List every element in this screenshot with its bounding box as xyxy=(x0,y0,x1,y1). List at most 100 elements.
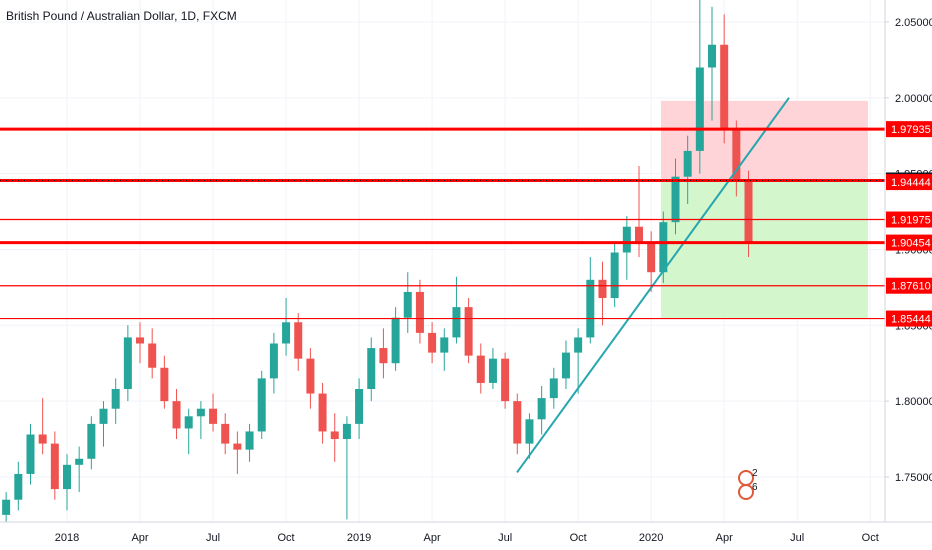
candle-body xyxy=(598,279,607,299)
event-marker xyxy=(738,484,754,500)
candle-body xyxy=(160,367,169,402)
candle-body xyxy=(744,181,753,242)
candle-body xyxy=(306,358,315,394)
candle-body xyxy=(647,241,656,273)
candle-body xyxy=(50,443,59,490)
candle-body xyxy=(622,226,631,253)
level-label-bg xyxy=(886,277,932,294)
candle-body xyxy=(111,388,120,409)
candle-body xyxy=(318,393,327,432)
candle-body xyxy=(379,348,388,364)
candle-body xyxy=(683,150,692,177)
candle-body xyxy=(330,431,339,440)
candle-body xyxy=(233,443,242,450)
level-label-bg xyxy=(886,174,932,191)
candle-body xyxy=(513,401,522,444)
candle-body xyxy=(342,423,351,440)
x-tick-label: Apr xyxy=(716,532,733,544)
candle-body xyxy=(732,128,741,182)
level-label: 1.94444 xyxy=(891,177,931,189)
candle-body xyxy=(525,419,534,444)
candle-body xyxy=(269,343,278,379)
candle-body xyxy=(671,176,680,223)
level-label: 1.90454 xyxy=(891,238,931,250)
event-count: 6 xyxy=(752,482,758,493)
candle-body xyxy=(99,408,108,424)
candle-body xyxy=(209,408,218,424)
candle-body xyxy=(196,408,205,417)
candle-body xyxy=(38,434,47,444)
level-label-bg xyxy=(886,310,932,327)
stop-zone xyxy=(661,100,868,181)
x-tick-label: Oct xyxy=(570,532,587,544)
level-label: 1.85444 xyxy=(891,314,931,326)
candle-body xyxy=(549,378,558,399)
candle-body xyxy=(282,322,291,344)
candle-body xyxy=(221,423,230,444)
event-count: 2 xyxy=(752,468,758,479)
candle-body xyxy=(294,322,303,359)
candle-body xyxy=(123,337,132,389)
candle-body xyxy=(476,355,485,383)
chart-title: British Pound / Australian Dollar, 1D, F… xyxy=(6,9,237,23)
candle-body xyxy=(586,279,595,338)
event-marker xyxy=(738,470,754,486)
candle-body xyxy=(14,473,23,500)
candle-body xyxy=(708,44,717,68)
x-tick-label: Jul xyxy=(790,532,804,544)
candle-body xyxy=(75,458,84,465)
candle-body xyxy=(391,317,400,364)
x-tick-label: 2019 xyxy=(347,532,371,544)
trend-line xyxy=(516,97,790,473)
candle-body xyxy=(428,332,437,353)
y-tick-label: 1.75000 xyxy=(895,472,932,484)
candle-body xyxy=(537,398,546,420)
candle-body xyxy=(367,348,376,389)
candle-body xyxy=(148,343,157,368)
candle-body xyxy=(63,464,71,490)
level-label: 1.87610 xyxy=(891,281,931,293)
x-tick-label: Jul xyxy=(206,532,220,544)
x-tick-label: Apr xyxy=(131,532,148,544)
candle-body xyxy=(501,358,510,402)
level-label-bg xyxy=(886,121,932,138)
candle-body xyxy=(415,291,424,333)
candle-body xyxy=(26,434,35,474)
candle-body xyxy=(184,416,193,429)
candle-body xyxy=(452,307,461,338)
plot-area xyxy=(0,0,885,522)
candle-body xyxy=(659,222,668,273)
candle-body xyxy=(720,44,729,129)
level-label-bg xyxy=(886,211,932,228)
x-tick-label: 2018 xyxy=(55,532,79,544)
y-tick-label: 2.05000 xyxy=(895,17,932,29)
candle-body xyxy=(257,378,266,432)
y-tick-label: 2.00000 xyxy=(895,93,932,105)
candle-body xyxy=(2,499,11,515)
candle-body xyxy=(172,401,181,429)
candle-body xyxy=(634,226,643,242)
target-zone xyxy=(661,180,868,319)
level-label: 1.97935 xyxy=(891,124,931,136)
level-label-bg xyxy=(886,234,932,251)
x-tick-label: Oct xyxy=(277,532,294,544)
level-label: 1.91975 xyxy=(891,215,931,227)
candle-body xyxy=(464,307,473,356)
candle-body xyxy=(610,252,619,299)
candle-body xyxy=(136,337,145,344)
x-tick-label: Jul xyxy=(498,532,512,544)
candle-body xyxy=(561,352,570,379)
candle-body xyxy=(245,431,254,450)
axes: 1.750001.800001.850001.900001.950002.000… xyxy=(55,17,932,544)
x-tick-label: 2020 xyxy=(639,532,663,544)
candle-body xyxy=(440,337,449,353)
candle-body xyxy=(488,358,497,383)
x-tick-label: Oct xyxy=(862,532,879,544)
candle-body xyxy=(403,291,412,318)
candle-body xyxy=(355,388,364,424)
candle-body xyxy=(695,67,704,151)
x-tick-label: Apr xyxy=(424,532,441,544)
candle-body xyxy=(87,423,96,459)
